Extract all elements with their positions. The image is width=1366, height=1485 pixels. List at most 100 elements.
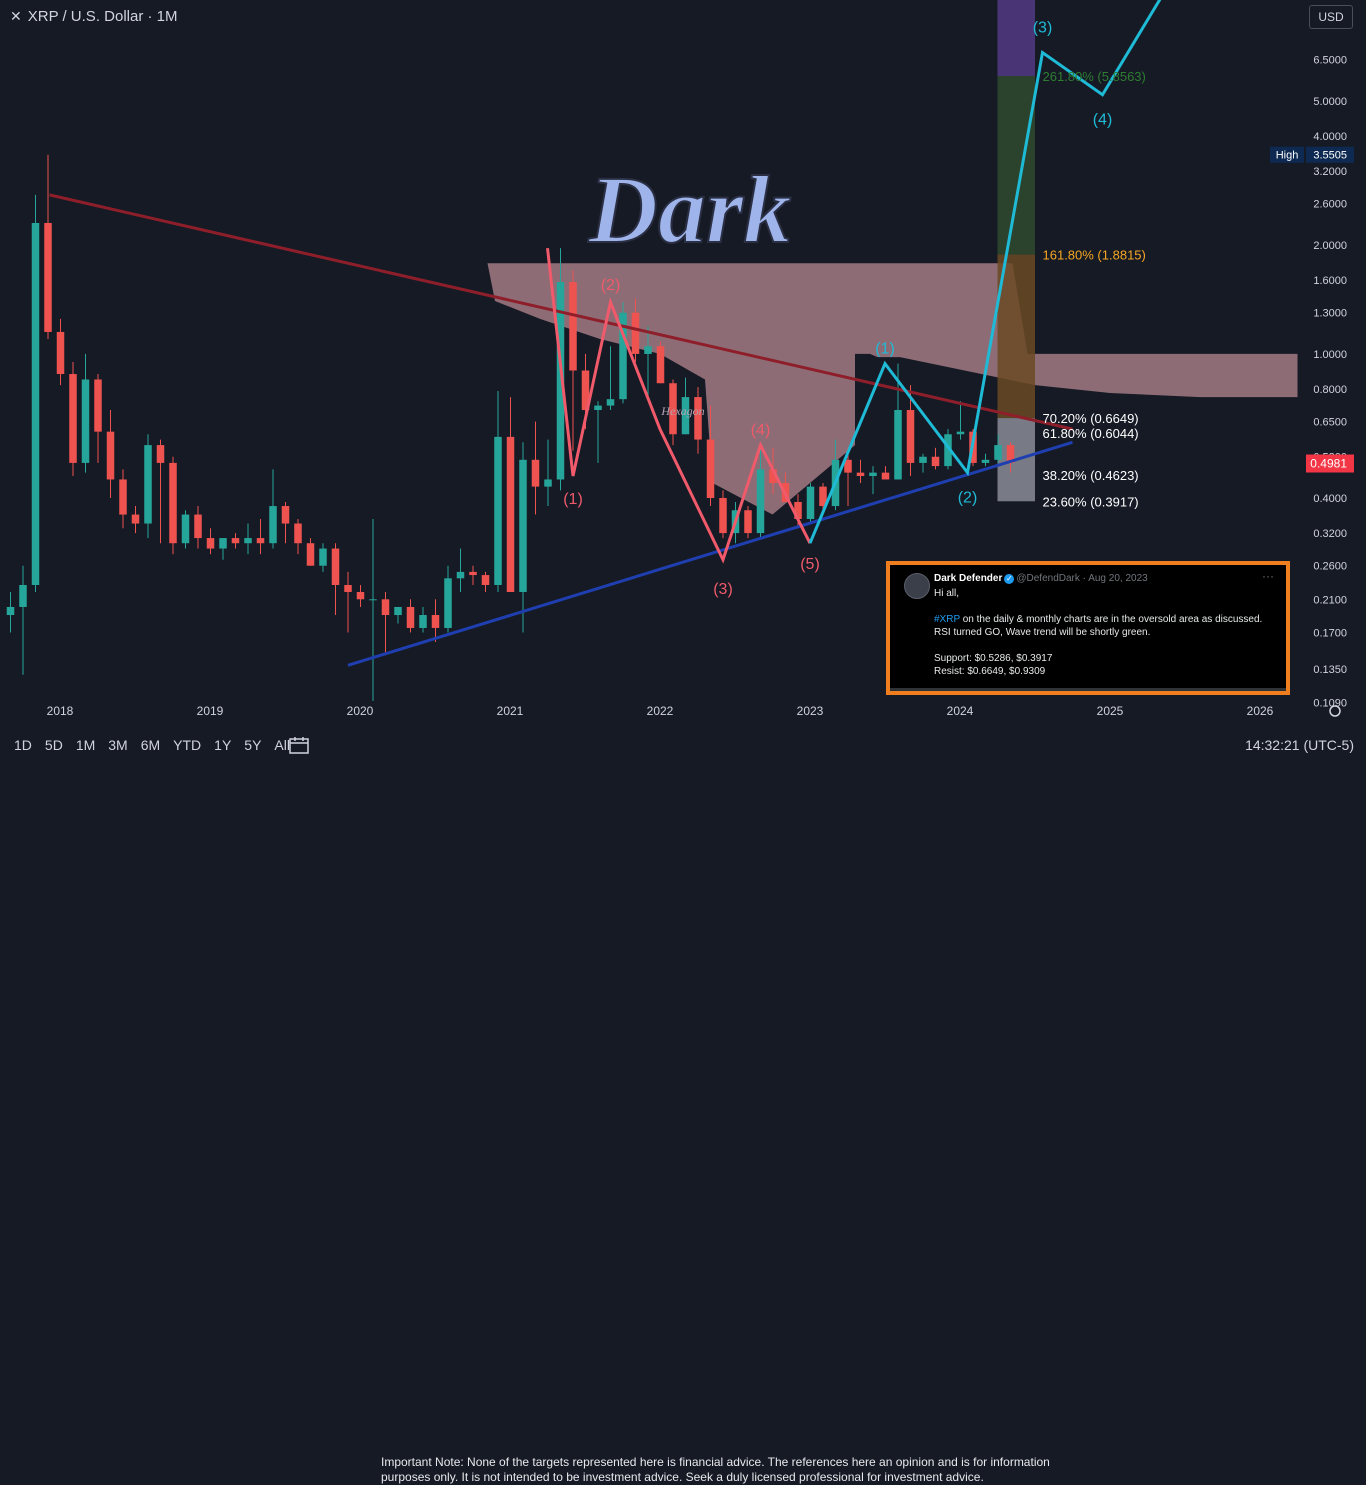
- more-icon[interactable]: ···: [1262, 569, 1274, 583]
- fib-zone-upper: [997, 76, 1035, 255]
- close-icon[interactable]: ✕: [10, 7, 22, 24]
- candle-body: [456, 571, 465, 579]
- candle-body: [531, 459, 540, 487]
- y-tick-label: 1.0000: [1313, 349, 1347, 361]
- candle-body: [69, 374, 77, 463]
- y-tick-label: 3.2000: [1313, 166, 1347, 178]
- range-5d[interactable]: 5D: [44, 737, 63, 753]
- candle-body: [806, 486, 815, 519]
- candle-body: [494, 436, 502, 585]
- clock: 14:32:21 (UTC-5): [1245, 737, 1354, 753]
- candle-body: [844, 459, 852, 473]
- candle-body: [106, 431, 115, 480]
- x-tick-label: 2019: [197, 704, 224, 718]
- high-badge-label: High: [1276, 150, 1299, 162]
- candle-body: [706, 439, 715, 498]
- tweet-hashtag[interactable]: #XRP: [934, 614, 960, 625]
- last-price-bg: [1306, 454, 1354, 473]
- range-1m[interactable]: 1M: [75, 737, 96, 753]
- tweet-line1: on the daily & monthly charts are in the…: [959, 614, 1263, 625]
- candle-body: [669, 383, 677, 435]
- tweet-divider: [890, 688, 1286, 691]
- candle-body: [469, 571, 477, 576]
- candle-body: [656, 346, 665, 384]
- candle-body: [19, 584, 27, 607]
- red-wave-label: (3): [713, 581, 733, 598]
- candle-body: [269, 506, 277, 544]
- tweet-card: Dark Defender ✓ @DefendDark · Aug 20, 2023…: [886, 561, 1290, 695]
- fib-label: 261.80% (5.8563): [1043, 69, 1146, 84]
- tweet-support: Support: $0.5286, $0.3917: [934, 653, 1053, 664]
- candle-body: [794, 501, 802, 519]
- fib-label: 70.20% (0.6649): [1043, 411, 1139, 426]
- high-badge-bg: [1270, 146, 1304, 163]
- candle-body: [231, 538, 240, 544]
- cyan-wave-label: (1): [875, 341, 895, 358]
- candle-body: [819, 486, 827, 507]
- price-chart[interactable]: (1) (2) (3) (4) (5) (1) (2) (3) (4) Dark Hexagon 26…: [0, 0, 1366, 768]
- range-3m[interactable]: 3M: [108, 737, 128, 753]
- candle-body: [6, 606, 15, 616]
- candle-body: [31, 222, 40, 585]
- red-wave-label: (5): [800, 556, 820, 573]
- cyan-wave-label: (2): [958, 490, 978, 507]
- range-6m[interactable]: 6M: [140, 737, 161, 753]
- calendar-icon[interactable]: [289, 736, 309, 754]
- candle-body: [169, 462, 177, 544]
- candle-body: [244, 538, 252, 544]
- candle-body: [581, 370, 590, 411]
- candle-body: [206, 538, 215, 549]
- candle-body: [219, 538, 227, 549]
- fib-zone-middle: [997, 254, 1035, 419]
- y-tick-label: 4.0000: [1313, 131, 1347, 143]
- candle-body: [769, 469, 777, 484]
- verified-icon: ✓: [1004, 574, 1015, 584]
- candle-body: [931, 456, 940, 467]
- bottom-toolbar: 1D 5D 1M 3M 6M YTD 1Y 5Y All Important N…: [0, 724, 1366, 1484]
- red-wave-label: (1): [563, 491, 583, 508]
- y-tick-label: 0.4000: [1313, 493, 1347, 505]
- candle-body: [894, 410, 902, 480]
- fib-zone-top: [997, 0, 1035, 77]
- y-tick-label: 1.3000: [1313, 308, 1347, 320]
- y-tick-label: 0.1700: [1313, 628, 1347, 640]
- currency-button[interactable]: USD: [1309, 5, 1353, 29]
- range-5y[interactable]: 5Y: [244, 737, 262, 753]
- cyan-wave-line: [808, 0, 1162, 544]
- candle-body: [94, 379, 102, 432]
- candle-body: [181, 514, 190, 544]
- range-1y[interactable]: 1Y: [214, 737, 232, 753]
- candle-body: [481, 575, 490, 585]
- red-wave-line: [546, 247, 812, 564]
- candle-body: [994, 445, 1002, 460]
- range-all[interactable]: All: [274, 737, 290, 753]
- candle-body: [306, 543, 315, 566]
- cyan-wave-label: (3): [1033, 20, 1053, 37]
- range-ytd[interactable]: YTD: [173, 737, 202, 753]
- range-1d[interactable]: 1D: [14, 737, 32, 753]
- tweet-author: Dark Defender: [934, 573, 1003, 584]
- dark-watermark: Dark: [588, 156, 792, 263]
- fib-label: 161.80% (1.8815): [1043, 248, 1146, 263]
- high-value-bg: [1306, 146, 1354, 163]
- candle-body: [681, 397, 690, 435]
- tweet-handle: @DefendDark · Aug 20, 2023: [1016, 573, 1148, 584]
- candle-body: [744, 510, 752, 534]
- x-tick-label: 2023: [797, 704, 824, 718]
- red-wave-label: (4): [751, 422, 771, 439]
- x-tick-label: 2024: [947, 704, 974, 718]
- y-tick-label: 0.3200: [1313, 528, 1347, 540]
- fib-label: 23.60% (0.3917): [1043, 494, 1139, 509]
- x-tick-label: 2021: [497, 704, 524, 718]
- candle-body: [131, 514, 140, 524]
- tweet-resist: Resist: $0.6649, $0.9309: [934, 666, 1046, 677]
- candle-body: [394, 606, 402, 616]
- x-tick-label: 2026: [1247, 704, 1274, 718]
- candle-body: [256, 538, 265, 544]
- y-tick-label: 0.1350: [1313, 664, 1347, 676]
- candle-body: [606, 399, 615, 406]
- candle-body: [756, 469, 765, 534]
- symbol-title[interactable]: XRP / U.S. Dollar · 1M: [27, 7, 178, 25]
- y-tick-label: 2.0000: [1313, 240, 1347, 252]
- resistance-trendline: [49, 193, 1073, 431]
